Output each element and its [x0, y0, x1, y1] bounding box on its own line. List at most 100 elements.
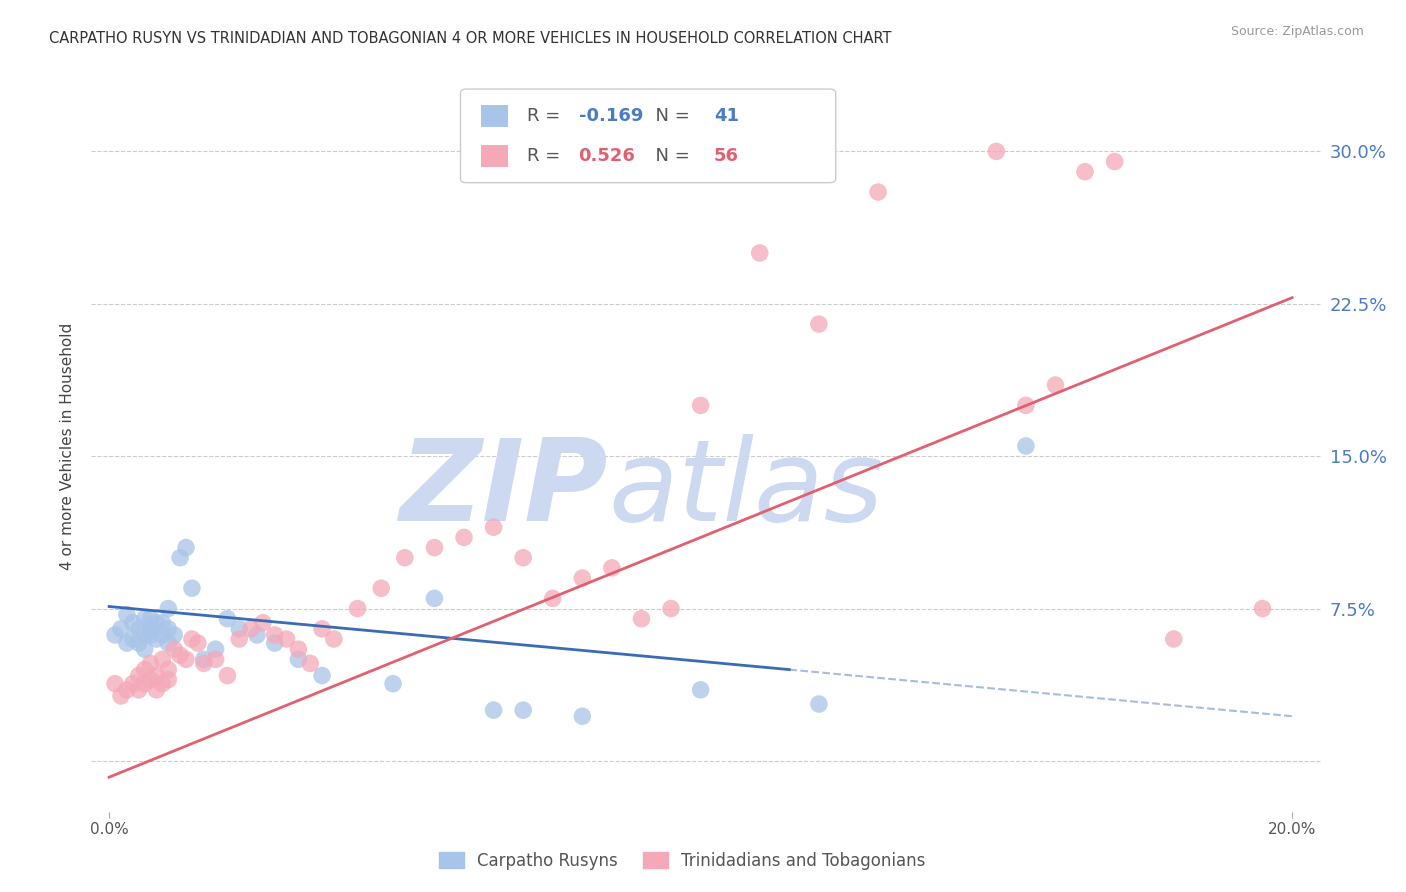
- Point: [512, 703, 534, 717]
- Text: N =: N =: [644, 107, 696, 125]
- Point: [110, 622, 132, 636]
- Point: [134, 663, 156, 677]
- Point: [311, 668, 333, 682]
- Point: [145, 682, 167, 697]
- FancyBboxPatch shape: [460, 89, 835, 183]
- Point: [193, 657, 215, 671]
- Point: [382, 677, 405, 691]
- Point: [217, 612, 239, 626]
- Point: [145, 632, 167, 646]
- Point: [139, 657, 162, 671]
- Point: [204, 652, 226, 666]
- Point: [187, 636, 209, 650]
- Point: [139, 612, 162, 626]
- Point: [1015, 439, 1038, 453]
- Point: [807, 317, 830, 331]
- Point: [169, 648, 191, 663]
- Point: [163, 642, 186, 657]
- Point: [157, 663, 180, 677]
- Text: R =: R =: [527, 146, 565, 165]
- Point: [246, 628, 269, 642]
- Point: [807, 697, 830, 711]
- Text: Source: ZipAtlas.com: Source: ZipAtlas.com: [1230, 25, 1364, 38]
- Point: [689, 398, 711, 412]
- Point: [104, 677, 127, 691]
- Point: [174, 652, 197, 666]
- Point: [423, 591, 446, 606]
- Point: [134, 642, 156, 657]
- Point: [240, 622, 263, 636]
- Point: [571, 571, 593, 585]
- Point: [1045, 378, 1067, 392]
- Point: [163, 628, 186, 642]
- Point: [128, 636, 150, 650]
- Point: [299, 657, 322, 671]
- Point: [1251, 601, 1274, 615]
- Text: N =: N =: [644, 146, 696, 165]
- Point: [150, 652, 173, 666]
- Point: [748, 246, 770, 260]
- Point: [600, 561, 623, 575]
- Point: [157, 622, 180, 636]
- Point: [659, 601, 682, 615]
- Point: [150, 628, 173, 642]
- Point: [322, 632, 344, 646]
- Text: R =: R =: [527, 107, 565, 125]
- Point: [145, 615, 167, 630]
- Point: [1074, 165, 1097, 179]
- Point: [115, 636, 138, 650]
- Point: [287, 642, 309, 657]
- Point: [181, 632, 204, 646]
- Point: [482, 520, 505, 534]
- Point: [134, 677, 156, 691]
- Point: [157, 601, 180, 615]
- Point: [134, 628, 156, 642]
- Point: [150, 615, 173, 630]
- Point: [370, 581, 392, 595]
- Point: [110, 689, 132, 703]
- Point: [228, 632, 250, 646]
- Point: [1163, 632, 1185, 646]
- Text: CARPATHO RUSYN VS TRINIDADIAN AND TOBAGONIAN 4 OR MORE VEHICLES IN HOUSEHOLD COR: CARPATHO RUSYN VS TRINIDADIAN AND TOBAGO…: [49, 31, 891, 46]
- FancyBboxPatch shape: [481, 105, 509, 127]
- FancyBboxPatch shape: [481, 145, 509, 167]
- Point: [150, 677, 173, 691]
- Point: [128, 622, 150, 636]
- Point: [174, 541, 197, 555]
- Legend: Carpatho Rusyns, Trinidadians and Tobagonians: Carpatho Rusyns, Trinidadians and Tobago…: [432, 846, 932, 877]
- Point: [689, 682, 711, 697]
- Point: [128, 682, 150, 697]
- Point: [217, 668, 239, 682]
- Y-axis label: 4 or more Vehicles in Household: 4 or more Vehicles in Household: [60, 322, 76, 570]
- Point: [139, 673, 162, 687]
- Text: 56: 56: [714, 146, 740, 165]
- Text: atlas: atlas: [607, 434, 883, 545]
- Point: [986, 145, 1008, 159]
- Point: [541, 591, 564, 606]
- Point: [423, 541, 446, 555]
- Point: [311, 622, 333, 636]
- Point: [252, 615, 274, 630]
- Point: [228, 622, 250, 636]
- Point: [276, 632, 298, 646]
- Point: [104, 628, 127, 642]
- Point: [145, 668, 167, 682]
- Point: [287, 652, 309, 666]
- Point: [157, 673, 180, 687]
- Point: [169, 550, 191, 565]
- Point: [181, 581, 204, 595]
- Point: [346, 601, 368, 615]
- Text: ZIP: ZIP: [399, 434, 607, 545]
- Point: [394, 550, 416, 565]
- Point: [1104, 154, 1126, 169]
- Point: [121, 632, 143, 646]
- Point: [121, 677, 143, 691]
- Point: [115, 682, 138, 697]
- Text: -0.169: -0.169: [579, 107, 643, 125]
- Text: 41: 41: [714, 107, 740, 125]
- Point: [866, 185, 889, 199]
- Point: [1015, 398, 1038, 412]
- Point: [512, 550, 534, 565]
- Point: [139, 628, 162, 642]
- Point: [115, 607, 138, 622]
